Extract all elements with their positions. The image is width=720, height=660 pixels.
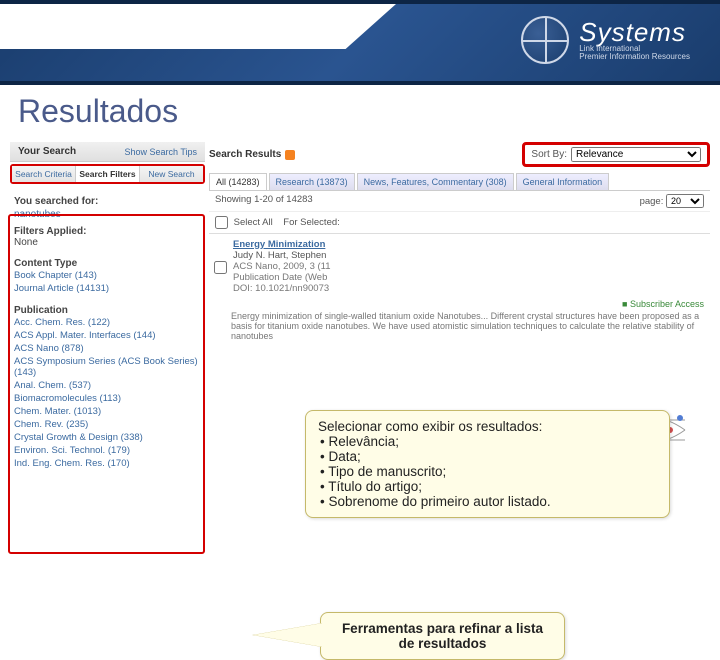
publication-facets: Acc. Chem. Res. (122) ACS Appl. Mater. I… — [14, 316, 201, 470]
filter-tab-news[interactable]: News, Features, Commentary (308) — [357, 173, 514, 190]
searched-for-value: nanotubes — [14, 209, 201, 220]
publication-label: Publication — [14, 305, 201, 316]
sort-by-box: Sort By: Relevance — [522, 142, 710, 167]
your-search-panel: Your Search Show Search Tips Search Crit… — [10, 142, 205, 476]
facet-publication[interactable]: Chem. Mater. (1013) — [14, 405, 201, 418]
result-filter-tabs: All (14283) Research (13873) News, Featu… — [209, 173, 710, 191]
for-selected-label: For Selected: — [283, 217, 340, 228]
result-doi: DOI: 10.1021/nn90073 — [233, 283, 329, 294]
rss-icon[interactable] — [285, 150, 295, 160]
page-size-select[interactable]: 20 — [666, 194, 704, 208]
filter-tab-all[interactable]: All (14283) — [209, 173, 267, 190]
callout-refine-tools: Ferramentas para refinar a lista de resu… — [320, 612, 565, 660]
result-snippet: Energy minimization of single-walled tit… — [209, 309, 710, 345]
search-tabs: Search Criteria Search Filters New Searc… — [10, 164, 205, 184]
facet-content-type[interactable]: Journal Article (14131) — [14, 282, 201, 295]
result-checkbox[interactable] — [214, 241, 227, 294]
result-journal: ACS Nano, 2009, 3 (11 — [233, 261, 331, 272]
sort-by-select[interactable]: Relevance — [571, 147, 701, 162]
page-size-label: page: — [640, 196, 664, 207]
facet-publication[interactable]: ACS Nano (878) — [14, 342, 201, 355]
facet-publication[interactable]: Chem. Rev. (235) — [14, 418, 201, 431]
facet-publication[interactable]: Biomacromolecules (113) — [14, 392, 201, 405]
subscriber-access-badge: Subscriber Access — [209, 299, 710, 309]
callout-title: Selecionar como exibir os resultados: — [318, 419, 657, 434]
filter-tab-research[interactable]: Research (13873) — [269, 173, 355, 190]
facet-content-type[interactable]: Book Chapter (143) — [14, 269, 201, 282]
tab-criteria[interactable]: Search Criteria — [12, 166, 76, 182]
logo: Systems Link International Premier Infor… — [521, 16, 690, 64]
header-banner: Systems Link International Premier Infor… — [0, 0, 720, 85]
logo-line2: Premier Information Resources — [579, 53, 690, 61]
searched-for-label: You searched for: — [14, 196, 201, 207]
content-type-label: Content Type — [14, 258, 201, 269]
showing-count: Showing 1-20 of 14283 — [215, 194, 313, 208]
tab-new-search[interactable]: New Search — [140, 166, 203, 182]
select-all-label: Select All — [234, 217, 273, 228]
tab-filters[interactable]: Search Filters — [76, 166, 140, 182]
page-title: Resultados — [0, 85, 720, 142]
facet-publication[interactable]: Environ. Sci. Technol. (179) — [14, 444, 201, 457]
result-item: Energy Minimization Judy N. Hart, Stephe… — [209, 233, 710, 299]
callout-sort-explain: Selecionar como exibir os resultados: • … — [305, 410, 670, 518]
result-pubdate: Publication Date (Web — [233, 272, 327, 283]
select-all-checkbox[interactable] — [215, 216, 228, 229]
your-search-title: Your Search — [18, 146, 76, 157]
filters-applied-label: Filters Applied: — [14, 226, 201, 237]
search-results-title: Search Results — [209, 149, 295, 160]
result-title-link[interactable]: Energy Minimization — [233, 239, 325, 250]
facet-publication[interactable]: Ind. Eng. Chem. Res. (170) — [14, 457, 201, 470]
logo-name: Systems — [579, 17, 686, 47]
filters-applied-value: None — [14, 237, 201, 248]
screenshot-area: Your Search Show Search Tips Search Crit… — [0, 142, 720, 476]
facet-publication[interactable]: ACS Appl. Mater. Interfaces (144) — [14, 329, 201, 342]
facet-publication[interactable]: Crystal Growth & Design (338) — [14, 431, 201, 444]
sort-by-label: Sort By: — [531, 149, 567, 160]
result-authors: Judy N. Hart, Stephen — [233, 250, 326, 261]
facet-publication[interactable]: Anal. Chem. (537) — [14, 379, 201, 392]
facet-publication[interactable]: Acc. Chem. Res. (122) — [14, 316, 201, 329]
facet-publication[interactable]: ACS Symposium Series (ACS Book Series) (… — [14, 355, 201, 379]
globe-icon — [521, 16, 569, 64]
show-search-tips-link[interactable]: Show Search Tips — [124, 147, 197, 157]
filter-tab-general[interactable]: General Information — [516, 173, 610, 190]
